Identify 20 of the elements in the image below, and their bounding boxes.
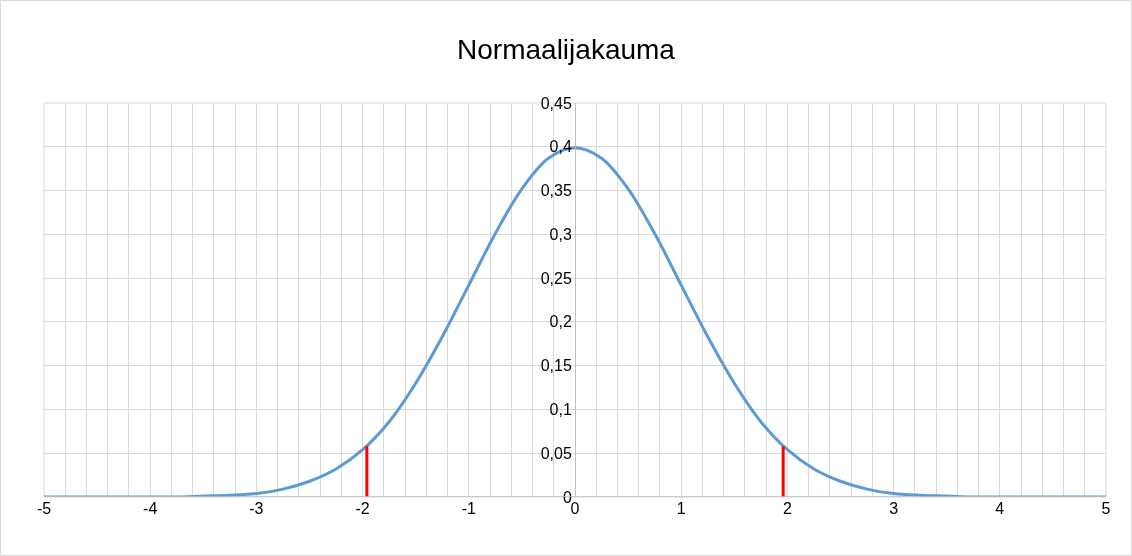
y-tick-label: 0,25 (540, 269, 572, 287)
chart-title: Normaalijakauma (457, 34, 676, 66)
y-tick-label: 0,15 (540, 357, 572, 375)
y-tick-label: 0,1 (549, 401, 572, 419)
x-tick-label: -4 (143, 500, 158, 517)
x-tick-label: 5 (1101, 500, 1111, 517)
x-tick-label: -1 (461, 500, 477, 517)
y-tick-label: 0 (562, 488, 572, 506)
x-tick-label: -3 (249, 500, 264, 517)
x-tick-label: 3 (889, 500, 899, 517)
x-tick-label: 1 (676, 500, 686, 517)
x-tick-label: -2 (355, 500, 370, 517)
y-tick-label: 0,2 (549, 313, 572, 331)
y-tick-label: 0,3 (549, 225, 572, 243)
x-tick-label: -5 (36, 500, 52, 517)
x-tick-label: 2 (782, 500, 792, 517)
y-tick-label: 0,05 (540, 444, 572, 462)
y-tick-label: 0,45 (540, 94, 572, 112)
y-tick-label: 0,35 (540, 182, 572, 200)
x-tick-label: 4 (995, 500, 1005, 517)
